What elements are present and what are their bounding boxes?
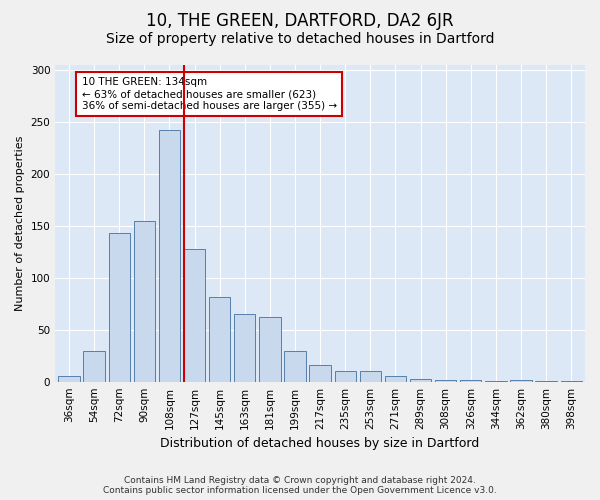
Bar <box>485 380 506 382</box>
Y-axis label: Number of detached properties: Number of detached properties <box>15 136 25 311</box>
Bar <box>83 350 105 382</box>
Bar <box>359 372 381 382</box>
Text: Contains HM Land Registry data © Crown copyright and database right 2024.
Contai: Contains HM Land Registry data © Crown c… <box>103 476 497 495</box>
Bar <box>209 296 230 382</box>
Bar <box>184 249 205 382</box>
Bar <box>460 380 481 382</box>
Bar <box>234 314 256 382</box>
Bar <box>560 380 582 382</box>
Text: Size of property relative to detached houses in Dartford: Size of property relative to detached ho… <box>106 32 494 46</box>
Bar <box>134 220 155 382</box>
Text: 10, THE GREEN, DARTFORD, DA2 6JR: 10, THE GREEN, DARTFORD, DA2 6JR <box>146 12 454 30</box>
Bar <box>510 380 532 382</box>
X-axis label: Distribution of detached houses by size in Dartford: Distribution of detached houses by size … <box>160 437 480 450</box>
Bar <box>410 378 431 382</box>
Bar <box>385 376 406 382</box>
Bar <box>435 380 457 382</box>
Bar <box>58 376 80 382</box>
Text: 10 THE GREEN: 134sqm
← 63% of detached houses are smaller (623)
36% of semi-deta: 10 THE GREEN: 134sqm ← 63% of detached h… <box>82 78 337 110</box>
Bar <box>109 233 130 382</box>
Bar <box>259 318 281 382</box>
Bar <box>535 380 557 382</box>
Bar <box>335 372 356 382</box>
Bar <box>310 365 331 382</box>
Bar <box>159 130 180 382</box>
Bar <box>284 350 305 382</box>
